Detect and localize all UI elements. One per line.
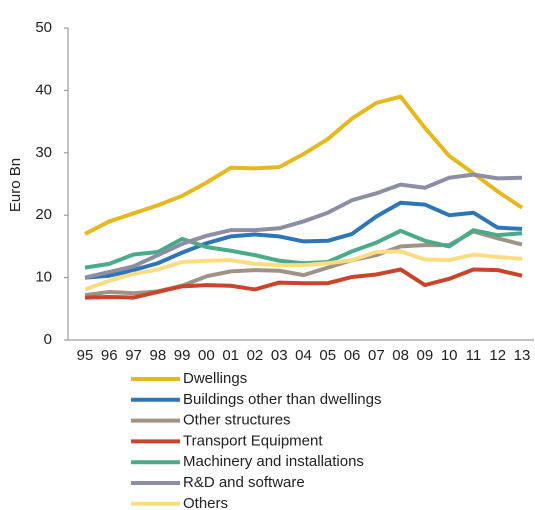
legend-label: Dwellings <box>183 370 247 387</box>
legend-label: Other structures <box>183 412 291 429</box>
series-line <box>84 228 523 270</box>
x-tick-label: 02 <box>247 347 264 364</box>
x-tick-label: 00 <box>198 347 215 364</box>
y-tick-label: 50 <box>35 19 52 36</box>
y-tick-label: 0 <box>44 331 52 348</box>
x-tick-label: 09 <box>417 347 434 364</box>
x-tick-label: 05 <box>319 347 336 364</box>
legend-label: Transport Equipment <box>183 432 323 449</box>
x-tick-label: 04 <box>295 347 312 364</box>
x-tick-label: 07 <box>368 347 385 364</box>
x-tick-label: 11 <box>466 347 482 364</box>
legend-label: R&D and software <box>183 474 305 491</box>
x-tick-label: 01 <box>222 347 239 364</box>
y-axis-label: Euro Bn <box>7 158 24 212</box>
x-tick-label: 03 <box>271 347 288 364</box>
series-line <box>84 172 523 280</box>
y-tick-label: 10 <box>35 269 52 286</box>
series-line <box>84 200 523 280</box>
legend-label: Others <box>183 495 228 510</box>
x-tick-label: 97 <box>125 347 142 364</box>
x-tick-label: 10 <box>441 347 458 364</box>
x-tick-label: 06 <box>344 347 361 364</box>
x-tick-label: 08 <box>392 347 409 364</box>
legend-label: Machinery and installations <box>183 453 364 470</box>
series-line <box>84 267 523 300</box>
x-tick-label: 99 <box>174 347 191 364</box>
legend-label: Buildings other than dwellings <box>183 391 381 408</box>
y-tick-label: 30 <box>35 144 52 161</box>
y-tick-label: 40 <box>35 81 52 98</box>
x-tick-label: 98 <box>149 347 166 364</box>
x-tick-label: 13 <box>514 347 531 364</box>
x-tick-label: 12 <box>489 347 506 364</box>
series-line <box>84 249 523 292</box>
x-tick-label: 95 <box>77 347 94 364</box>
x-tick-label: 96 <box>101 347 118 364</box>
y-tick-label: 20 <box>35 206 52 223</box>
series-line <box>84 94 524 236</box>
